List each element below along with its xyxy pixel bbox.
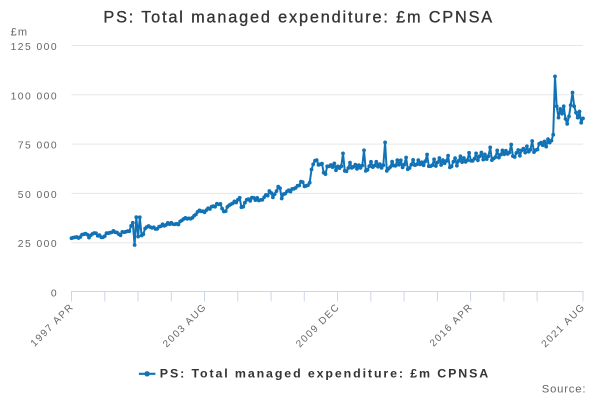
- svg-text:0: 0: [51, 289, 58, 300]
- svg-text:25 000: 25 000: [18, 239, 58, 250]
- svg-text:50 000: 50 000: [18, 190, 58, 201]
- svg-text:125 000: 125 000: [11, 42, 58, 53]
- svg-text:PS: Total managed expenditure:: PS: Total managed expenditure: £m CPNSA: [103, 8, 494, 26]
- svg-text:100 000: 100 000: [11, 91, 58, 102]
- svg-text:PS: Total managed expenditure:: PS: Total managed expenditure: £m CPNSA: [160, 367, 490, 381]
- svg-text:75 000: 75 000: [18, 141, 58, 152]
- svg-text:Source:: Source:: [542, 384, 587, 396]
- svg-text:£m: £m: [11, 27, 29, 39]
